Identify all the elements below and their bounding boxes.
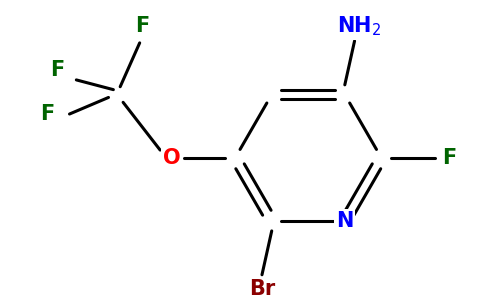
Text: Br: Br xyxy=(249,279,275,299)
Text: F: F xyxy=(50,60,64,80)
Text: F: F xyxy=(40,104,54,124)
Text: F: F xyxy=(136,16,150,36)
Text: N: N xyxy=(336,211,353,231)
Text: F: F xyxy=(442,148,457,168)
Text: O: O xyxy=(163,148,181,168)
Text: NH$_2$: NH$_2$ xyxy=(337,15,382,38)
